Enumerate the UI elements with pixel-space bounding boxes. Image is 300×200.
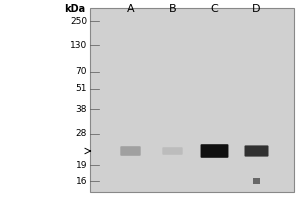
Text: 250: 250: [70, 17, 87, 25]
Bar: [90, 8, 294, 192]
Text: 28: 28: [76, 130, 87, 138]
Text: 38: 38: [76, 104, 87, 114]
FancyBboxPatch shape: [120, 146, 141, 156]
Bar: [253, 178, 260, 184]
Text: 130: 130: [70, 40, 87, 49]
Text: D: D: [252, 4, 261, 14]
Text: C: C: [211, 4, 218, 14]
FancyBboxPatch shape: [162, 147, 183, 155]
Text: B: B: [169, 4, 176, 14]
Text: 19: 19: [76, 160, 87, 170]
FancyBboxPatch shape: [200, 144, 229, 158]
Text: A: A: [127, 4, 134, 14]
Text: 16: 16: [76, 176, 87, 186]
Text: 70: 70: [76, 68, 87, 76]
Text: 51: 51: [76, 84, 87, 93]
FancyBboxPatch shape: [244, 145, 268, 157]
Text: kDa: kDa: [64, 4, 86, 14]
